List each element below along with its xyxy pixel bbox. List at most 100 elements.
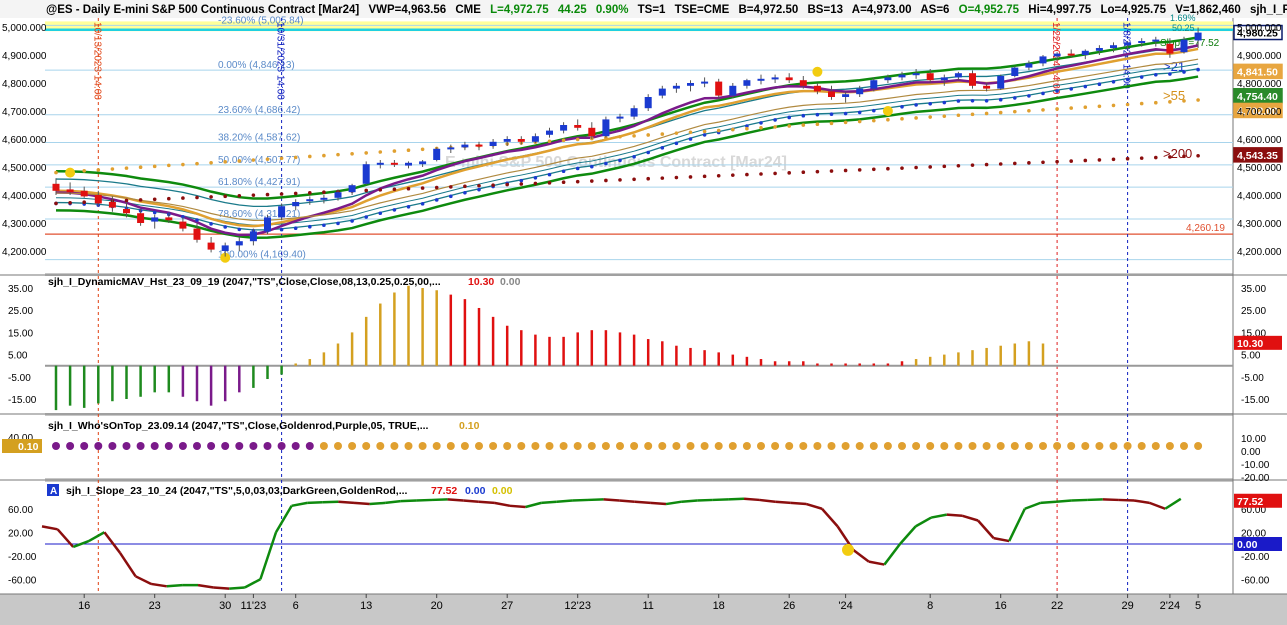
candle-body[interactable]: [419, 161, 427, 165]
candle-body[interactable]: [475, 144, 483, 147]
candle-body[interactable]: [517, 139, 525, 142]
candle-body[interactable]: [207, 242, 215, 250]
candle-body[interactable]: [672, 85, 680, 89]
candle-body[interactable]: [405, 162, 412, 166]
candle-body[interactable]: [80, 190, 88, 197]
slope-line-segment: [665, 500, 682, 506]
candle-body[interactable]: [560, 125, 568, 131]
candle-body[interactable]: [1124, 42, 1132, 46]
candle-body[interactable]: [842, 94, 850, 97]
candle-body[interactable]: [461, 144, 469, 148]
candle-body[interactable]: [729, 85, 737, 96]
candle-body[interactable]: [588, 127, 596, 137]
candle-body[interactable]: [165, 217, 173, 221]
candle-body[interactable]: [616, 116, 624, 119]
candle-body[interactable]: [94, 195, 102, 204]
candle-body[interactable]: [1081, 50, 1089, 55]
candle-body[interactable]: [249, 231, 257, 242]
candle-body[interactable]: [1095, 48, 1103, 51]
candle-body[interactable]: [433, 148, 441, 160]
ma200-dot: [533, 181, 538, 186]
wot-dot: [785, 442, 794, 450]
candle-body[interactable]: [813, 85, 821, 92]
candle-body[interactable]: [1152, 39, 1160, 42]
candle-body[interactable]: [503, 139, 511, 142]
candle-body[interactable]: [123, 209, 130, 214]
slope-line-segment: [1087, 498, 1103, 502]
candle-body[interactable]: [828, 91, 835, 97]
candle-body[interactable]: [1194, 32, 1202, 41]
ma55-dot: [82, 169, 86, 173]
slope-panel[interactable]: [45, 482, 1233, 594]
candle-body[interactable]: [997, 76, 1005, 89]
header-tse: TSE=CME: [675, 4, 730, 16]
candle-body[interactable]: [137, 213, 145, 223]
candle-body[interactable]: [531, 136, 539, 142]
candle-body[interactable]: [66, 189, 74, 193]
candle-body[interactable]: [278, 206, 286, 218]
candle-body[interactable]: [306, 199, 314, 202]
candle-body[interactable]: [743, 80, 751, 86]
candle-body[interactable]: [1180, 39, 1188, 53]
candle-body[interactable]: [757, 78, 765, 81]
candle-body[interactable]: [390, 162, 398, 165]
candle-body[interactable]: [969, 73, 976, 86]
candle-body[interactable]: [771, 77, 779, 80]
ma55-dot: [660, 132, 665, 136]
ma55-dot: [237, 159, 242, 163]
candle-body[interactable]: [52, 183, 60, 191]
candle-body[interactable]: [179, 221, 187, 229]
candle-body[interactable]: [221, 245, 229, 251]
candle-body[interactable]: [1025, 63, 1033, 68]
candle-body[interactable]: [715, 81, 723, 96]
fib-label: 0.00% (4,846.13): [218, 60, 295, 71]
candle-body[interactable]: [884, 77, 892, 81]
candle-body[interactable]: [489, 141, 497, 146]
histogram-panel[interactable]: [45, 276, 1233, 413]
candle-body[interactable]: [1110, 45, 1117, 48]
candle-body[interactable]: [376, 162, 384, 165]
ma55-dot: [716, 128, 721, 133]
ma21-dot: [1055, 89, 1059, 93]
candle-body[interactable]: [630, 108, 638, 117]
candle-body[interactable]: [334, 192, 342, 198]
candle-body[interactable]: [574, 125, 582, 128]
candle-body[interactable]: [856, 88, 864, 95]
candle-body[interactable]: [447, 147, 455, 150]
candle-body[interactable]: [926, 73, 934, 81]
candle-body[interactable]: [898, 74, 906, 78]
candle-body[interactable]: [362, 164, 370, 184]
candle-body[interactable]: [320, 197, 328, 200]
candle-body[interactable]: [193, 228, 201, 240]
candle-body[interactable]: [1067, 53, 1075, 56]
candle-body[interactable]: [151, 217, 159, 222]
candle-body[interactable]: [799, 80, 807, 86]
candle-body[interactable]: [1138, 41, 1146, 43]
candle-body[interactable]: [264, 217, 271, 232]
candle-body[interactable]: [292, 202, 300, 207]
candle-body[interactable]: [687, 83, 694, 86]
candle-body[interactable]: [108, 202, 116, 208]
candle-body[interactable]: [348, 185, 356, 193]
candle-body[interactable]: [954, 73, 962, 78]
wot-dot: [1053, 442, 1062, 450]
candle-body[interactable]: [1011, 67, 1019, 76]
candle-body[interactable]: [1166, 43, 1174, 54]
slope-line-segment: [274, 505, 293, 533]
slope-badge[interactable]: [47, 484, 59, 496]
candle-body[interactable]: [658, 88, 666, 96]
x-tick-label: 16: [995, 600, 1007, 612]
candle-body[interactable]: [546, 130, 553, 135]
candle-body[interactable]: [701, 81, 709, 84]
candle-body[interactable]: [785, 77, 793, 81]
candle-body[interactable]: [983, 85, 991, 89]
ma200-dot: [928, 165, 932, 169]
candle-body[interactable]: [235, 241, 243, 246]
candle-body[interactable]: [912, 73, 920, 76]
candle-body[interactable]: [602, 119, 610, 137]
candle-body[interactable]: [1039, 56, 1047, 64]
candle-body[interactable]: [870, 80, 878, 89]
candle-body[interactable]: [1053, 53, 1061, 57]
candle-body[interactable]: [940, 77, 948, 81]
candle-body[interactable]: [644, 97, 652, 109]
